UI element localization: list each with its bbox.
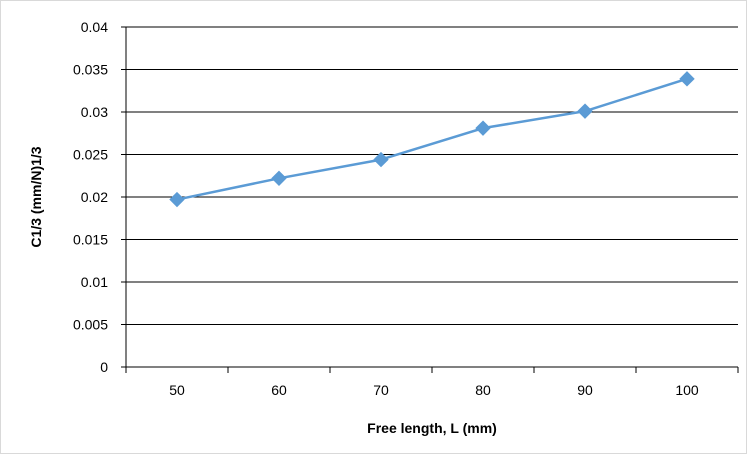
x-tick-label: 50 (169, 382, 185, 398)
y-axis-title: C1/3 (mm/N)1/3 (28, 146, 44, 247)
x-axis-title: Free length, L (mm) (367, 420, 497, 436)
y-tick-label: 0.005 (73, 317, 108, 333)
series-layer (169, 71, 695, 208)
y-tick-label: 0.025 (73, 147, 108, 163)
data-point-marker (475, 120, 491, 136)
axes (121, 26, 739, 373)
y-tick-label: 0.03 (81, 104, 108, 120)
x-tick-label: 60 (271, 382, 287, 398)
data-point-marker (373, 151, 389, 168)
data-point-marker (577, 103, 593, 119)
x-tick-label: 90 (577, 382, 593, 398)
x-tick-label: 100 (675, 382, 699, 398)
x-tick-label: 80 (475, 382, 491, 398)
gridlines (126, 26, 738, 325)
x-tick-labels: 50 60 70 80 90 100 (169, 382, 699, 398)
y-tick-label: 0 (100, 359, 108, 375)
y-tick-label: 0.035 (73, 62, 108, 78)
y-tick-labels: 0 0.005 0.01 0.015 0.02 0.025 0.03 0.035 0.04 (73, 19, 108, 375)
y-tick-label: 0.04 (81, 19, 108, 35)
y-tick-label: 0.015 (73, 232, 108, 248)
data-point-marker (679, 71, 695, 87)
data-point-marker (169, 191, 185, 208)
series-line (176, 77, 688, 201)
y-tick-label: 0.01 (81, 274, 108, 290)
x-tick-label: 70 (373, 382, 389, 398)
data-point-marker (271, 170, 287, 187)
y-tick-label: 0.02 (81, 189, 108, 205)
